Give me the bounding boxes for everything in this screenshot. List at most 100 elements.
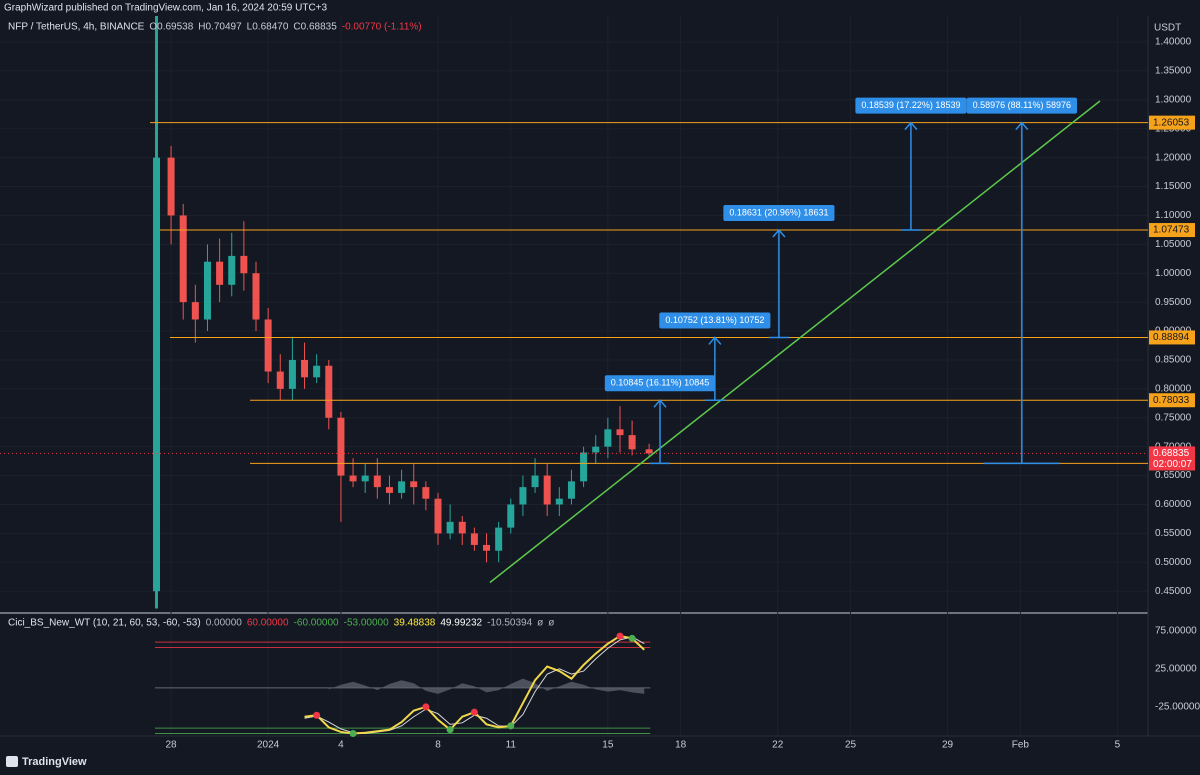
candle-body [592, 446, 600, 453]
candle-body [495, 527, 503, 551]
y-tick-label: 75.00000 [1155, 625, 1197, 636]
candle-body [410, 481, 418, 488]
x-tick-label: 29 [942, 740, 954, 751]
arrow-head [904, 121, 918, 131]
legend-text: H0.70497 [198, 22, 242, 33]
candle-body [434, 498, 442, 534]
candle-body [337, 417, 345, 476]
brand-name: TradingView [22, 756, 87, 768]
signal-dot [616, 632, 624, 640]
y-tick-label: 1.15000 [1155, 181, 1192, 192]
legend-text: 60.00000 [247, 618, 289, 629]
legend-text: -53.00000 [344, 618, 389, 629]
y-tick-label: 1.10000 [1155, 210, 1192, 221]
candle-body [604, 429, 612, 447]
last-price-label: 0.68835 [1153, 448, 1190, 459]
x-tick-label: 4 [338, 740, 344, 751]
brand: TradingView [6, 756, 87, 768]
legend-text: Cici_BS_New_WT (10, 21, 60, 53, -60, -53… [8, 618, 201, 629]
candle-body [483, 544, 491, 551]
level-label: 1.07473 [1153, 225, 1190, 236]
candle-body [373, 475, 381, 488]
last-price-tag [1149, 446, 1195, 471]
y-tick-label: 25.00000 [1155, 663, 1197, 674]
candle-body [301, 359, 309, 378]
candle-body [519, 487, 527, 505]
y-tick-label: 0.45000 [1155, 586, 1192, 597]
candle-body [458, 521, 466, 534]
axes: 1.400001.350001.300001.250001.200001.150… [166, 37, 1200, 751]
y-tick-label: 0.55000 [1155, 528, 1192, 539]
x-tick-label: 5 [1115, 740, 1121, 751]
signal-dot [313, 711, 321, 719]
candle-body [422, 487, 430, 499]
x-tick-label: 25 [845, 740, 857, 751]
measure-label: 0.18631 (20.96%) 18631 [729, 207, 828, 217]
candle-body [361, 475, 369, 482]
signal-dot [628, 634, 636, 642]
candle-body [628, 435, 636, 450]
legend-text: 0.00000 [206, 618, 243, 629]
legend-text: -10.50394 [487, 618, 532, 629]
candle-body [507, 504, 515, 528]
signal-dot [446, 726, 454, 734]
measure-box [659, 312, 771, 329]
signal-dot [349, 729, 357, 737]
candle-body [580, 452, 588, 482]
candle-body [446, 521, 454, 534]
signal-dot [470, 708, 478, 716]
candle-body [616, 429, 624, 436]
y-tick-label: 1.30000 [1155, 94, 1192, 105]
legend-text: 39.48838 [394, 618, 436, 629]
candle-body [203, 261, 211, 320]
measure-box [604, 375, 716, 392]
y-tick-label: 0.95000 [1155, 297, 1192, 308]
candle-body [252, 273, 260, 320]
arrow-head [1015, 121, 1029, 131]
y-tick-label: 1.05000 [1155, 239, 1192, 250]
candle-body [264, 319, 272, 372]
candle-body [531, 475, 539, 488]
x-tick-label: 18 [675, 740, 687, 751]
y-tick-label: 0.65000 [1155, 470, 1192, 481]
legend-text: ø [548, 618, 554, 629]
candle-body [313, 365, 321, 378]
candle-body [240, 255, 248, 274]
y-tick-label: 1.00000 [1155, 268, 1192, 279]
y-tick-label: 1.40000 [1155, 37, 1192, 48]
main-pane: 0.10845 (16.11%) 10845 0.10752 (13.81%) 1… [0, 16, 1148, 737]
countdown-label: 02:00:07 [1153, 459, 1192, 470]
arrow-head [772, 228, 786, 238]
y-tick-label: 0.60000 [1155, 499, 1192, 510]
measure-label: 0.58976 (88.11%) 58976 [973, 100, 1071, 110]
x-tick-label: 2024 [257, 740, 280, 751]
x-tick-label: 22 [772, 740, 784, 751]
candle-body [555, 498, 563, 505]
candle-body [645, 449, 653, 454]
candle-body [288, 359, 296, 389]
y-tick-label: 0.50000 [1155, 557, 1192, 568]
y-tick-label: 0.75000 [1155, 412, 1192, 423]
candle-body [179, 215, 187, 303]
arrow-head [653, 399, 667, 408]
legend-text: L0.68470 [247, 22, 289, 33]
legend-text: -0.00770 (-1.11%) [342, 22, 422, 33]
x-tick-label: Feb [1012, 740, 1030, 751]
candle-body [543, 475, 551, 505]
arrow-head [708, 336, 722, 345]
candle-body [325, 365, 333, 418]
currency-label: USDT [1154, 23, 1181, 34]
level-tag [1149, 393, 1195, 408]
y-tick-label: 0.80000 [1155, 384, 1192, 395]
candle-body [167, 157, 175, 216]
measure-box [855, 97, 967, 114]
legend-text: O0.69538 [149, 22, 193, 33]
candle-body [153, 157, 161, 592]
measure-label: 0.18539 (17.22%) 18539 [861, 100, 960, 110]
signal-dot [422, 703, 430, 711]
level-tag [1149, 223, 1195, 238]
signal-dot [507, 722, 515, 730]
legend-text: NFP / TetherUS, 4h, BINANCE [8, 22, 145, 33]
level-label: 0.88894 [1153, 332, 1190, 343]
publisher-line: GraphWizard published on TradingView.com… [4, 3, 328, 14]
